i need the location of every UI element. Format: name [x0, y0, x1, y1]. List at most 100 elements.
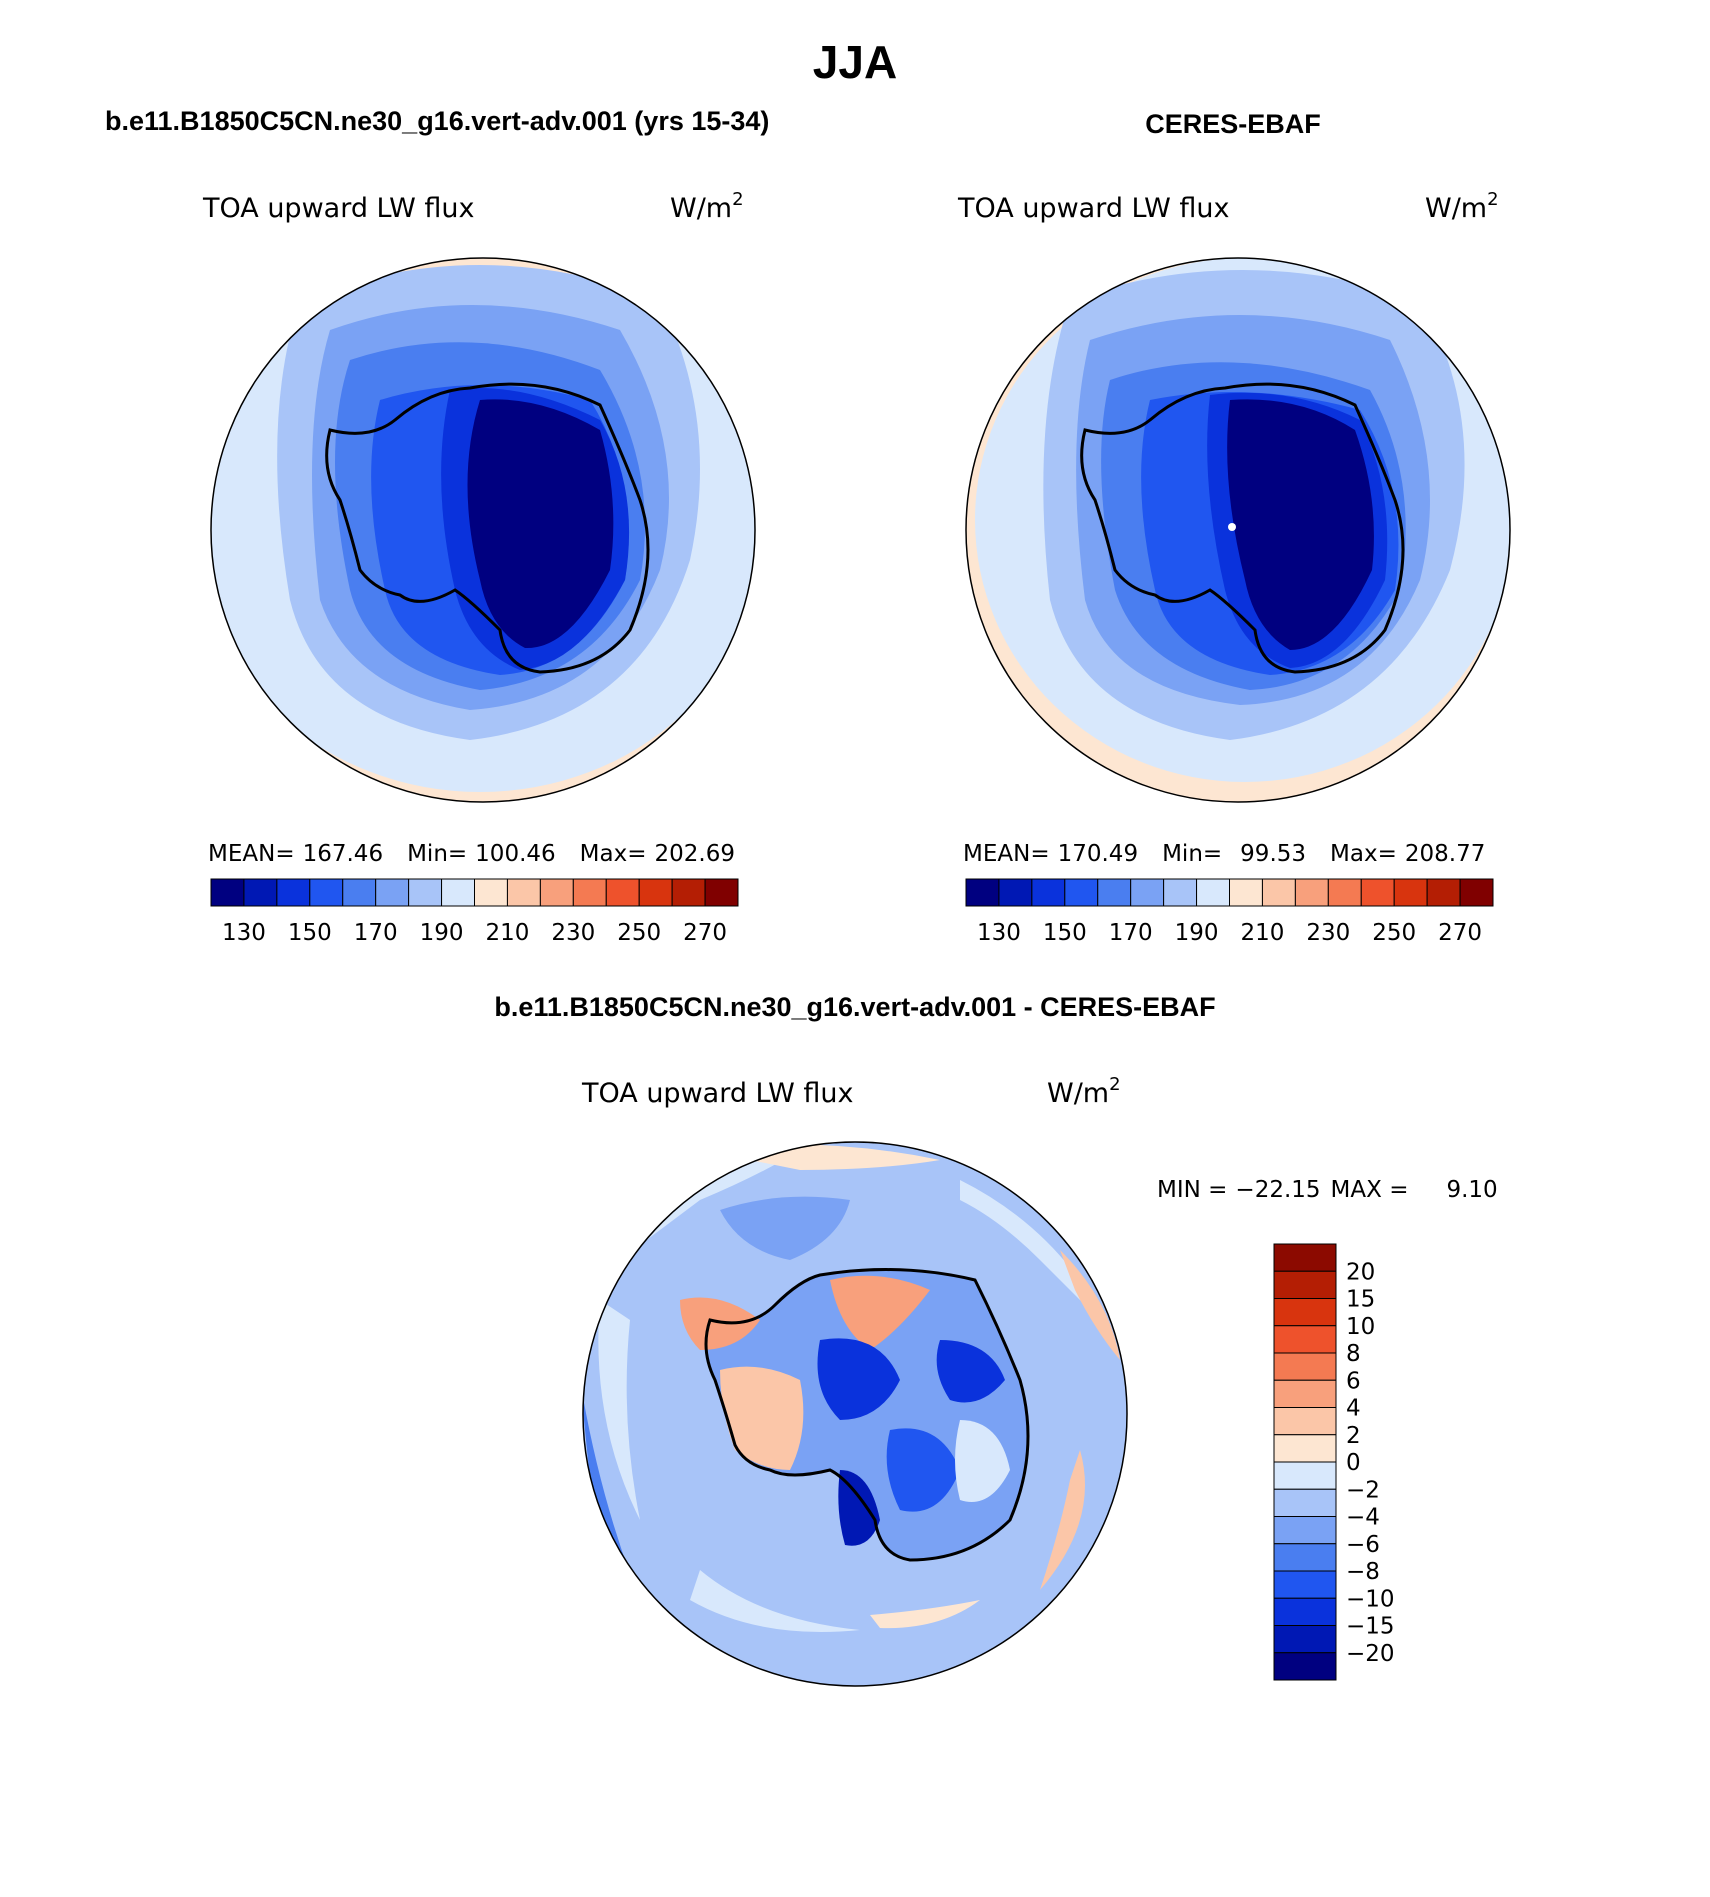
model-colorbar-tick-label: 190	[420, 920, 464, 946]
diff-colorbar-tick-label: 0	[1346, 1450, 1361, 1476]
diff-patch	[960, 1180, 1110, 1330]
diff-colorbar-box	[1273, 1379, 1337, 1408]
obs-colorbar-box	[1294, 878, 1329, 907]
obs-units-label: W/m2	[1425, 189, 1499, 224]
diff-colorbar-tick-label: 10	[1346, 1314, 1375, 1340]
diff-colorbar-box	[1273, 1434, 1337, 1463]
diff-colorbar-tick-label: −20	[1346, 1641, 1395, 1667]
diff-colorbar-box	[1273, 1516, 1337, 1545]
diff-colorbar-tick-label: 6	[1346, 1368, 1361, 1394]
obs-colorbar-tick-label: 210	[1240, 920, 1284, 946]
model-colorbar-box	[704, 878, 739, 907]
model-map	[211, 258, 755, 802]
diff-patch	[955, 1420, 1010, 1502]
diff-colorbar-box	[1273, 1597, 1337, 1626]
model-colorbar-box	[243, 878, 278, 907]
diff-stats: MIN = −22.15 MAX = 9.10	[1157, 1177, 1498, 1203]
model-units-label: W/m2	[670, 189, 744, 224]
diff-colorbar-box	[1273, 1625, 1337, 1654]
model-colorbar-tick-label: 170	[354, 920, 398, 946]
diff-colorbar-box	[1273, 1325, 1337, 1354]
obs-colorbar-box	[1196, 878, 1230, 907]
obs-zone-plateau	[1227, 399, 1374, 650]
diff-colorbar-tick-label: 20	[1346, 1259, 1375, 1285]
diff-colorbar-box	[1273, 1243, 1337, 1272]
diff-patch	[1040, 1450, 1085, 1590]
obs-colorbar-box	[1163, 878, 1198, 907]
model-colorbar-box	[342, 878, 377, 907]
diff-colorbar-box	[1273, 1652, 1337, 1681]
diff-colorbar-box	[1273, 1570, 1337, 1599]
season-title: JJA	[813, 36, 897, 88]
model-panel-title: b.e11.B1850C5CN.ne30_g16.vert-adv.001 (y…	[105, 106, 769, 136]
model-panel: TOA upward LW flux W/m2 MEAN= 167.46 Min= 1…	[202, 189, 756, 946]
diff-colorbar-tick-label: −10	[1346, 1586, 1395, 1612]
diff-patch	[598, 1300, 640, 1520]
diff-colorbar-tick-label: 2	[1346, 1423, 1361, 1449]
model-colorbar-box	[506, 878, 541, 907]
model-variable-label: TOA upward LW flux	[202, 193, 475, 224]
diff-colorbar-tick-label: −4	[1346, 1505, 1380, 1531]
obs-colorbar-tick-label: 250	[1372, 920, 1416, 946]
obs-stats: MEAN= 170.49 Min= 99.53 Max= 208.77	[963, 841, 1485, 867]
model-colorbar-tick-label: 270	[683, 920, 727, 946]
obs-colorbar-box	[998, 878, 1033, 907]
model-colorbar-box	[408, 878, 443, 907]
model-map-border	[210, 257, 756, 803]
model-colorbar-box	[210, 878, 245, 907]
model-colorbar-box	[276, 878, 311, 907]
diff-patch	[817, 1338, 900, 1420]
model-coastline	[325, 382, 650, 674]
diff-map-border	[582, 1141, 1128, 1687]
diff-units-label: W/m2	[1047, 1074, 1121, 1109]
obs-colorbar-box	[1261, 878, 1296, 907]
diff-patch	[870, 1600, 980, 1629]
diff-colorbar-tick-label: −6	[1346, 1532, 1380, 1558]
model-colorbar-box	[539, 878, 574, 907]
diff-patch	[720, 1366, 804, 1470]
obs-colorbar-tick-label: 150	[1043, 920, 1087, 946]
obs-map	[966, 258, 1510, 802]
obs-variable-label: TOA upward LW flux	[957, 193, 1230, 224]
obs-colorbar-box	[1393, 878, 1428, 907]
diff-colorbar-tick-label: −2	[1346, 1477, 1380, 1503]
diff-colorbar-tick-label: 15	[1346, 1287, 1375, 1313]
obs-colorbar-box	[965, 878, 1000, 907]
model-colorbar-tick-label: 250	[617, 920, 661, 946]
obs-panel-title: CERES-EBAF	[1145, 109, 1321, 139]
model-colorbar-box	[309, 878, 344, 907]
diff-colorbar-box	[1273, 1352, 1337, 1381]
diff-colorbar-box	[1273, 1543, 1337, 1572]
obs-colorbar-box	[1130, 878, 1165, 907]
obs-colorbar-box	[1031, 878, 1066, 907]
model-colorbar-box	[375, 878, 410, 907]
obs-colorbar-box	[1097, 878, 1132, 907]
diff-patch	[1060, 1250, 1120, 1360]
diff-colorbar-box	[1273, 1461, 1337, 1490]
diff-colorbar-box	[1273, 1270, 1337, 1299]
obs-colorbar-tick-label: 190	[1175, 920, 1219, 946]
obs-colorbar-box	[1229, 878, 1263, 907]
obs-colorbar-tick-label: 170	[1109, 920, 1153, 946]
obs-colorbar-box	[1426, 878, 1461, 907]
diff-colorbar-tick-label: 4	[1346, 1396, 1361, 1422]
diff-patch	[720, 1196, 850, 1260]
model-colorbar-tick-label: 150	[288, 920, 332, 946]
diff-colorbar-box	[1273, 1407, 1337, 1436]
diff-patch	[690, 1570, 860, 1632]
diff-colorbar-box	[1273, 1488, 1337, 1517]
diff-colorbar-tick-label: −8	[1346, 1559, 1380, 1585]
model-colorbar-box	[474, 878, 508, 907]
obs-colorbar-box	[1360, 878, 1395, 907]
obs-colorbar-box	[1459, 878, 1494, 907]
model-colorbar-tick-label: 230	[551, 920, 595, 946]
diff-patch	[830, 1275, 930, 1350]
model-colorbar-box	[671, 878, 706, 907]
model-zone-plateau	[467, 399, 614, 649]
model-colorbar-box	[441, 878, 475, 907]
model-stats: MEAN= 167.46 Min= 100.46 Max= 202.69	[208, 841, 735, 867]
obs-pole-marker	[1228, 523, 1236, 531]
model-colorbar: 130 150 170 190 210 230 250 270	[210, 878, 739, 946]
